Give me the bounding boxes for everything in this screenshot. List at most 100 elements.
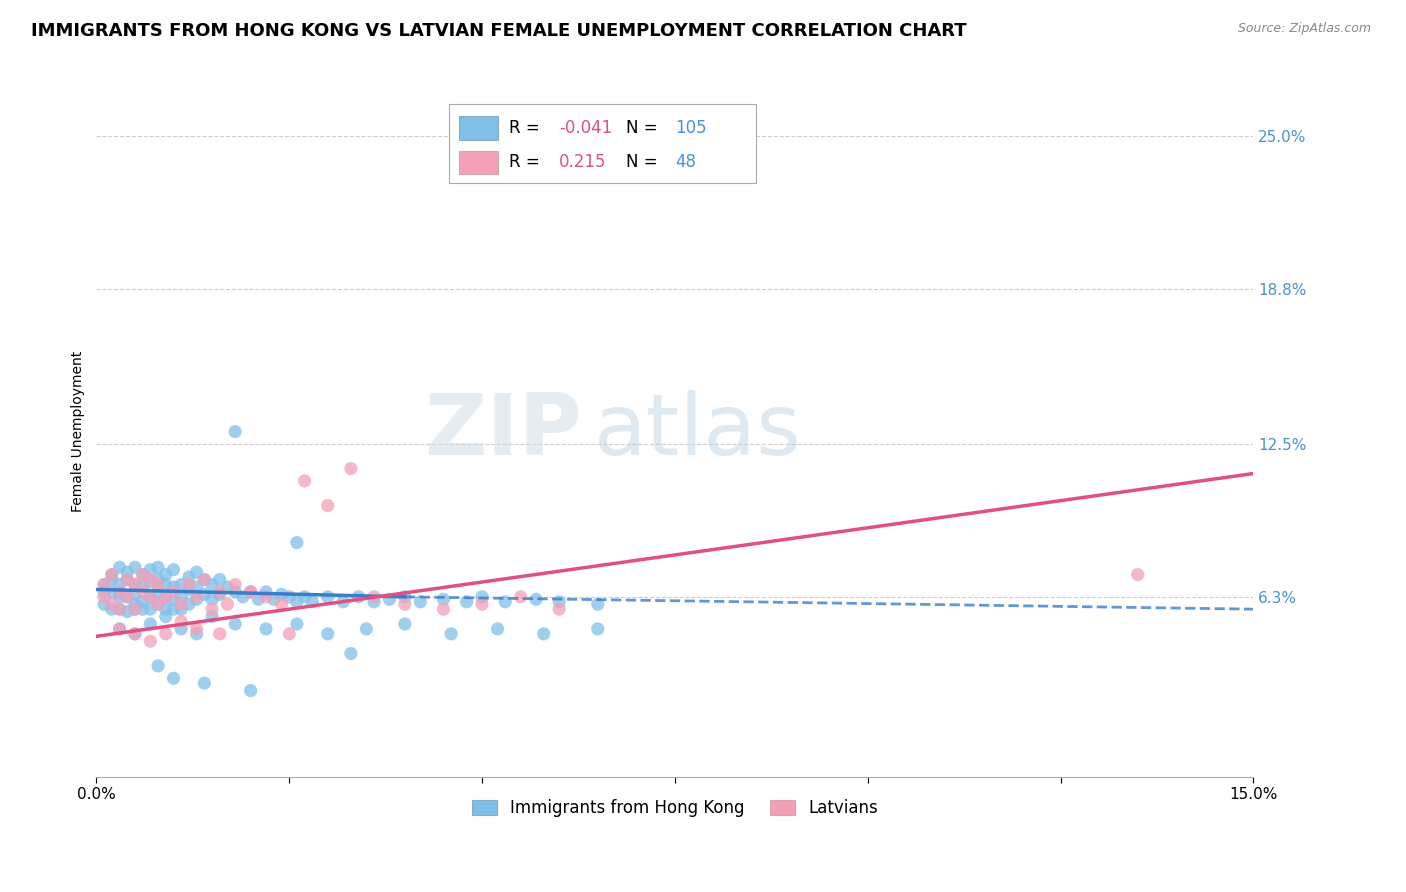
Point	[146, 573, 169, 587]
Point	[146, 577, 169, 591]
Point	[193, 587, 215, 601]
Point	[1126, 567, 1149, 582]
Point	[108, 585, 131, 599]
Point	[208, 627, 231, 641]
Point	[533, 627, 555, 641]
Point	[162, 592, 184, 607]
Text: 0.215: 0.215	[560, 153, 606, 171]
Point	[146, 597, 169, 611]
Point	[139, 602, 162, 616]
Point	[548, 602, 571, 616]
Point	[139, 617, 162, 632]
Point	[440, 627, 463, 641]
Point	[124, 587, 146, 601]
Point	[177, 570, 200, 584]
Point	[115, 590, 138, 604]
Point	[131, 567, 153, 582]
Point	[170, 602, 193, 616]
Text: ZIP: ZIP	[425, 390, 582, 473]
Point	[239, 585, 262, 599]
Point	[201, 602, 224, 616]
Point	[340, 461, 363, 475]
Point	[278, 627, 301, 641]
Point	[316, 627, 339, 641]
Point	[108, 577, 131, 591]
Point	[108, 585, 131, 599]
Point	[131, 585, 153, 599]
Text: Source: ZipAtlas.com: Source: ZipAtlas.com	[1237, 22, 1371, 36]
Point	[131, 567, 153, 582]
Text: R =: R =	[509, 119, 540, 136]
Point	[285, 595, 308, 609]
Point	[139, 590, 162, 604]
Point	[101, 567, 124, 582]
Point	[586, 597, 609, 611]
Point	[124, 577, 146, 591]
Point	[170, 590, 193, 604]
Point	[93, 577, 115, 591]
Point	[155, 567, 177, 582]
Point	[586, 622, 609, 636]
Point	[115, 573, 138, 587]
Point	[124, 560, 146, 574]
Point	[139, 573, 162, 587]
Point	[162, 671, 184, 685]
Point	[294, 474, 316, 488]
Point	[217, 597, 239, 611]
Point	[186, 622, 208, 636]
Point	[124, 602, 146, 616]
Point	[155, 590, 177, 604]
Point	[162, 602, 184, 616]
Text: atlas: atlas	[593, 390, 801, 473]
FancyBboxPatch shape	[458, 151, 498, 174]
Point	[115, 590, 138, 604]
Point	[177, 577, 200, 591]
Point	[108, 602, 131, 616]
Point	[394, 590, 416, 604]
Point	[155, 609, 177, 624]
Point	[101, 567, 124, 582]
Point	[471, 597, 494, 611]
Point	[124, 602, 146, 616]
Point	[409, 595, 432, 609]
Point	[193, 676, 215, 690]
Point	[162, 563, 184, 577]
Y-axis label: Female Unemployment: Female Unemployment	[72, 351, 86, 512]
Point	[177, 597, 200, 611]
Point	[340, 647, 363, 661]
Point	[155, 627, 177, 641]
Point	[108, 622, 131, 636]
Point	[155, 577, 177, 591]
Point	[186, 627, 208, 641]
FancyBboxPatch shape	[458, 116, 498, 139]
FancyBboxPatch shape	[450, 103, 756, 183]
Text: -0.041: -0.041	[560, 119, 613, 136]
Point	[432, 592, 454, 607]
Point	[146, 597, 169, 611]
Point	[155, 590, 177, 604]
Point	[101, 602, 124, 616]
Point	[93, 597, 115, 611]
Text: IMMIGRANTS FROM HONG KONG VS LATVIAN FEMALE UNEMPLOYMENT CORRELATION CHART: IMMIGRANTS FROM HONG KONG VS LATVIAN FEM…	[31, 22, 966, 40]
Point	[356, 622, 378, 636]
Point	[108, 560, 131, 574]
Point	[177, 582, 200, 597]
Point	[201, 609, 224, 624]
Point	[115, 573, 138, 587]
Point	[108, 622, 131, 636]
Point	[524, 592, 547, 607]
Point	[101, 585, 124, 599]
Point	[394, 617, 416, 632]
Point	[278, 590, 301, 604]
Point	[170, 597, 193, 611]
Point	[254, 585, 277, 599]
Point	[186, 565, 208, 579]
Point	[186, 580, 208, 594]
Point	[101, 573, 124, 587]
Point	[193, 573, 215, 587]
Point	[316, 590, 339, 604]
Point	[124, 627, 146, 641]
Point	[232, 590, 254, 604]
Point	[93, 585, 115, 599]
Point	[208, 573, 231, 587]
